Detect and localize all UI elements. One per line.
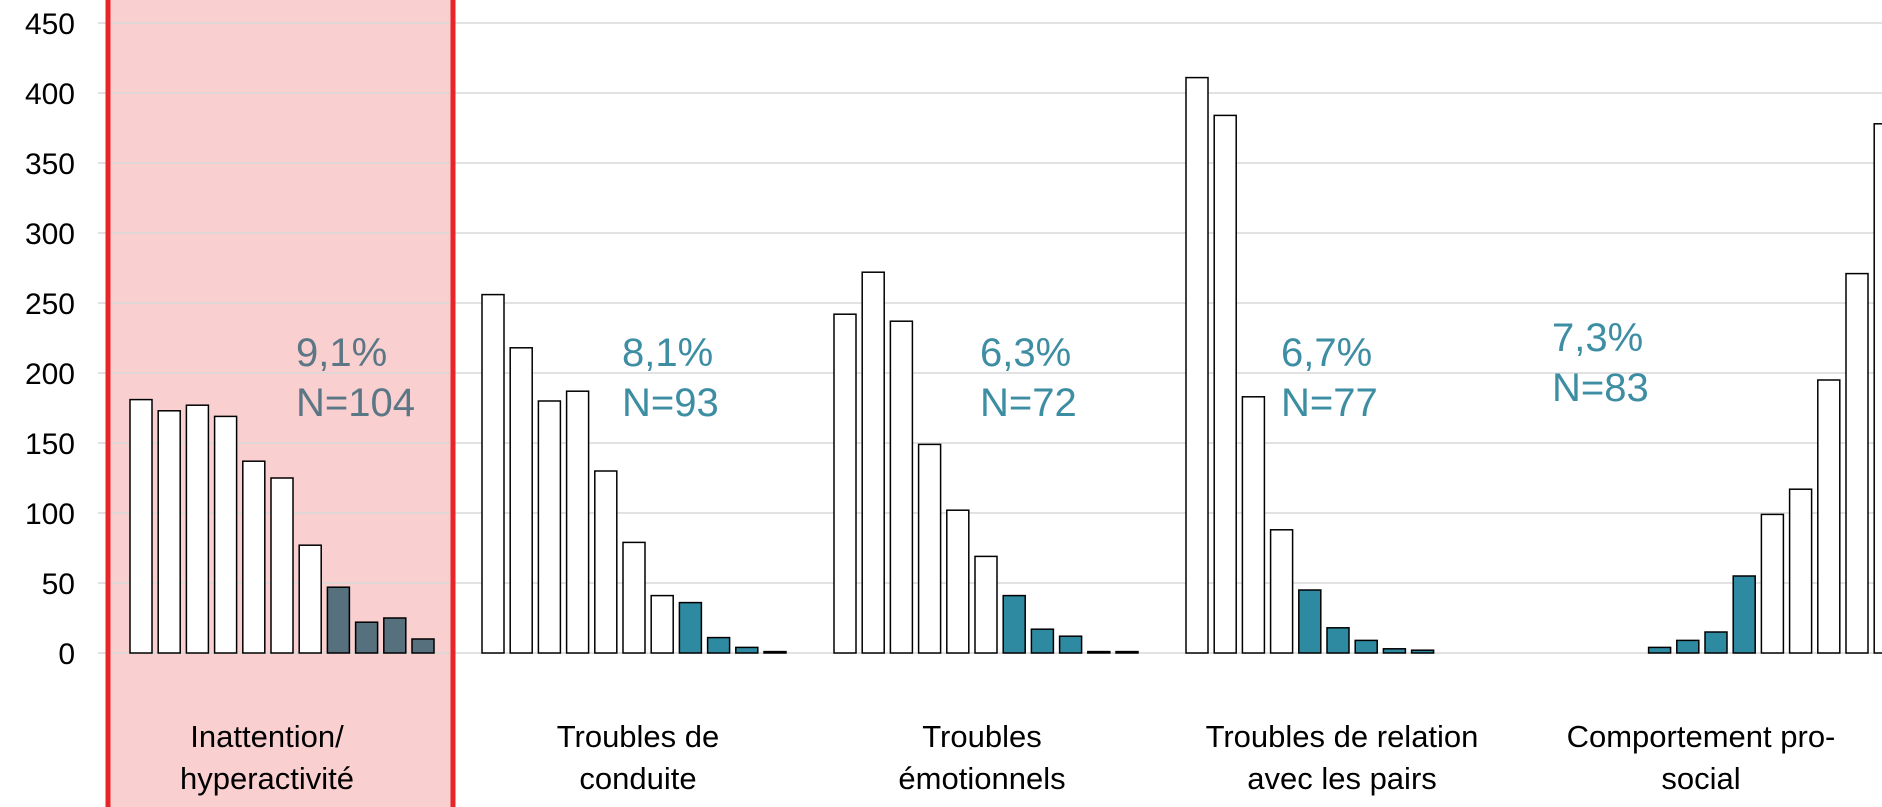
bar — [1676, 639, 1700, 654]
y-tick-label: 100 — [25, 498, 75, 531]
bar — [622, 541, 646, 654]
y-tick-label: 250 — [25, 288, 75, 321]
highlight-region — [108, 0, 453, 807]
bar — [326, 586, 351, 654]
bar — [1647, 646, 1672, 654]
bar — [270, 477, 294, 654]
bar — [298, 544, 322, 654]
bar — [650, 594, 674, 654]
bar — [129, 398, 153, 654]
bar — [946, 509, 970, 654]
bar — [213, 415, 238, 654]
y-tick-label: 0 — [58, 638, 75, 671]
bar — [1732, 575, 1756, 654]
bar — [678, 601, 703, 654]
annotation-percent: 7,3% — [1552, 316, 1643, 360]
category-label: conduite — [579, 761, 696, 796]
bar — [706, 636, 731, 654]
bar — [1873, 123, 1882, 654]
bar — [594, 470, 618, 654]
bar — [735, 646, 759, 654]
category-label: émotionnels — [898, 761, 1065, 796]
bar — [1382, 648, 1407, 654]
bar — [185, 404, 210, 654]
category-label: Troubles de relation — [1206, 719, 1479, 754]
bar — [1269, 529, 1294, 654]
bar — [411, 638, 435, 654]
bar — [861, 271, 885, 654]
bar — [383, 617, 407, 654]
highlight-border — [105, 0, 456, 807]
bar — [833, 313, 857, 654]
bar — [917, 443, 942, 654]
bar — [509, 347, 533, 654]
bar — [1030, 628, 1055, 654]
bar — [1845, 272, 1869, 654]
bar — [1213, 114, 1237, 654]
bar — [1115, 650, 1139, 654]
bar — [354, 621, 379, 654]
annotation-count: N=93 — [622, 381, 719, 425]
bar — [1788, 488, 1813, 654]
bar — [889, 320, 914, 654]
bar — [763, 650, 787, 654]
bar — [1410, 649, 1435, 654]
annotation-percent: 8,1% — [622, 331, 713, 375]
bar — [1298, 589, 1322, 654]
y-tick-label: 150 — [25, 428, 75, 461]
annotation-count: N=83 — [1552, 366, 1649, 410]
bar — [1760, 513, 1785, 654]
annotation-count: N=77 — [1281, 381, 1378, 425]
y-tick-label: 400 — [25, 78, 75, 111]
annotation-percent: 6,7% — [1281, 331, 1372, 375]
bar — [1354, 639, 1378, 654]
category-label: social — [1661, 761, 1740, 796]
y-tick-label: 200 — [25, 358, 75, 391]
bar — [157, 410, 181, 654]
bars — [129, 76, 1882, 654]
bar — [1185, 76, 1209, 654]
annotations: 9,1% N=104 8,1% N=93 6,3% N=72 6,7% N=77 7,3% N=8… — [296, 316, 1649, 425]
annotation-count: N=72 — [980, 381, 1077, 425]
bar — [974, 555, 998, 654]
category-label: Troubles — [922, 719, 1041, 754]
bar — [242, 460, 266, 654]
annotation-percent: 6,3% — [980, 331, 1071, 375]
bar — [565, 390, 590, 654]
category-label: Inattention/ — [190, 719, 344, 754]
bar — [1326, 627, 1350, 654]
y-tick-label: 50 — [42, 568, 75, 601]
category-label: Comportement pro- — [1567, 719, 1836, 754]
y-tick-label: 300 — [25, 218, 75, 251]
category-label: avec les pairs — [1247, 761, 1437, 796]
annotation-count: N=104 — [296, 381, 415, 425]
highlight-border-layer — [105, 0, 456, 807]
y-tick-label: 350 — [25, 148, 75, 181]
bar — [1817, 379, 1841, 654]
y-tick-label: 450 — [25, 8, 75, 41]
bar — [481, 293, 505, 654]
annotation-percent: 9,1% — [296, 331, 387, 375]
category-label: Troubles de — [557, 719, 720, 754]
bar — [1704, 631, 1728, 654]
highlight-layer — [108, 0, 453, 807]
category-labels: Inattention/hyperactivité Troubles de cond… — [180, 719, 1835, 796]
bar — [1002, 594, 1026, 654]
bar — [1241, 396, 1266, 654]
category-label: hyperactivité — [180, 761, 354, 796]
bar — [1058, 635, 1083, 654]
bar — [537, 400, 562, 654]
bar — [1087, 650, 1111, 654]
y-axis-ticks: 0 50 100 150 200 250 300 350 400 450 — [25, 8, 75, 671]
